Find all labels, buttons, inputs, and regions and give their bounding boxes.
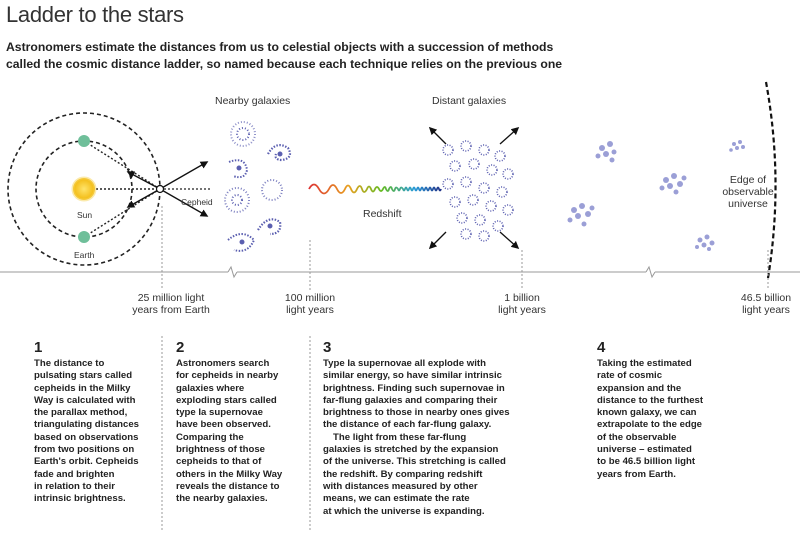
sun-icon — [71, 176, 97, 202]
galaxy-cluster-icon — [729, 140, 745, 152]
redshift-wave — [308, 183, 442, 195]
galaxy-cluster-icon — [567, 203, 595, 227]
galaxy-icon — [230, 121, 256, 147]
step-1-text: The distance to pulsating stars called cep… — [34, 358, 140, 505]
step-number: 4 — [597, 339, 606, 356]
sun-label: Sun — [77, 210, 93, 220]
distance-label-25-million: 25 million light years from Earth — [132, 292, 210, 316]
earth-top-icon — [78, 135, 90, 147]
step-4: 4 Taking the estimated rate of cosmic expa… — [597, 340, 747, 481]
galaxy-cluster-icon — [659, 173, 687, 195]
edge-of-universe-arc — [764, 81, 777, 279]
step-1: 1 The distance to pulsating stars called c… — [34, 340, 162, 506]
galaxy-icon — [267, 143, 292, 162]
galaxy-cluster-icon — [595, 141, 617, 163]
subtitle: Astronomers estimate the distances from … — [6, 39, 796, 73]
earth-bottom-icon — [78, 231, 90, 243]
galaxy-icon — [228, 159, 249, 179]
distance-label-1-billion: 1 billion light years — [498, 292, 546, 316]
parallax-line-top — [83, 140, 161, 190]
galaxy-cluster-icon — [695, 234, 715, 251]
distance-axis — [0, 206, 800, 530]
far-galaxy-clusters — [567, 140, 745, 251]
cepheid-arrow-back-down — [126, 188, 161, 208]
cepheid-arrow-up — [159, 161, 209, 190]
step-number: 2 — [176, 339, 185, 356]
distant-galaxies-group — [442, 140, 514, 242]
expansion-arrow-ne — [499, 126, 520, 145]
galaxy-icon — [261, 179, 283, 201]
expansion-arrow-nw — [428, 126, 447, 145]
galaxy-icon — [257, 218, 282, 236]
step-3-text: Type Ia supernovae all explode with simil… — [323, 358, 510, 431]
distant-galaxies-label: Distant galaxies — [432, 95, 507, 107]
cepheid-arrow-down — [159, 188, 209, 217]
step-number: 1 — [34, 339, 43, 356]
page-title: Ladder to the stars — [6, 2, 184, 27]
cepheid-arrow-back-up — [126, 171, 161, 190]
cepheid-label: Cepheid — [181, 197, 213, 207]
step-2-text: Astronomers search for cepheids in nearby… — [176, 358, 283, 505]
expansion-arrow-sw — [428, 231, 447, 250]
step-2: 2 Astronomers search for cepheids in near… — [176, 340, 308, 506]
distance-label-46-billion: 46.5 billion light years — [740, 292, 792, 316]
step-4-text: Taking the estimated rate of cosmic expans… — [597, 358, 704, 480]
cepheid-star — [155, 184, 165, 194]
distance-label-100-million: 100 million light years — [284, 292, 336, 316]
subtitle-line-1: Astronomers estimate the distances from … — [6, 40, 554, 54]
step-3: 3 Type Ia supernovae all explode with sim… — [323, 340, 543, 518]
galaxy-icon — [227, 233, 256, 252]
parallax-line-bottom — [83, 188, 161, 238]
galaxy-icon — [224, 187, 250, 213]
redshift-label: Redshift — [363, 208, 402, 220]
subtitle-line-2: called the cosmic distance ladder, so na… — [6, 57, 563, 71]
nearby-galaxies-group — [224, 121, 292, 252]
edge-of-universe-label: Edge of observable universe — [722, 174, 774, 210]
nearby-galaxies-label: Nearby galaxies — [215, 95, 291, 107]
expansion-arrow-se — [499, 231, 520, 250]
earth-label: Earth — [74, 250, 95, 260]
step-3-text-2: The light from these far-flung galaxies i… — [323, 431, 506, 517]
step-number: 3 — [323, 339, 332, 356]
